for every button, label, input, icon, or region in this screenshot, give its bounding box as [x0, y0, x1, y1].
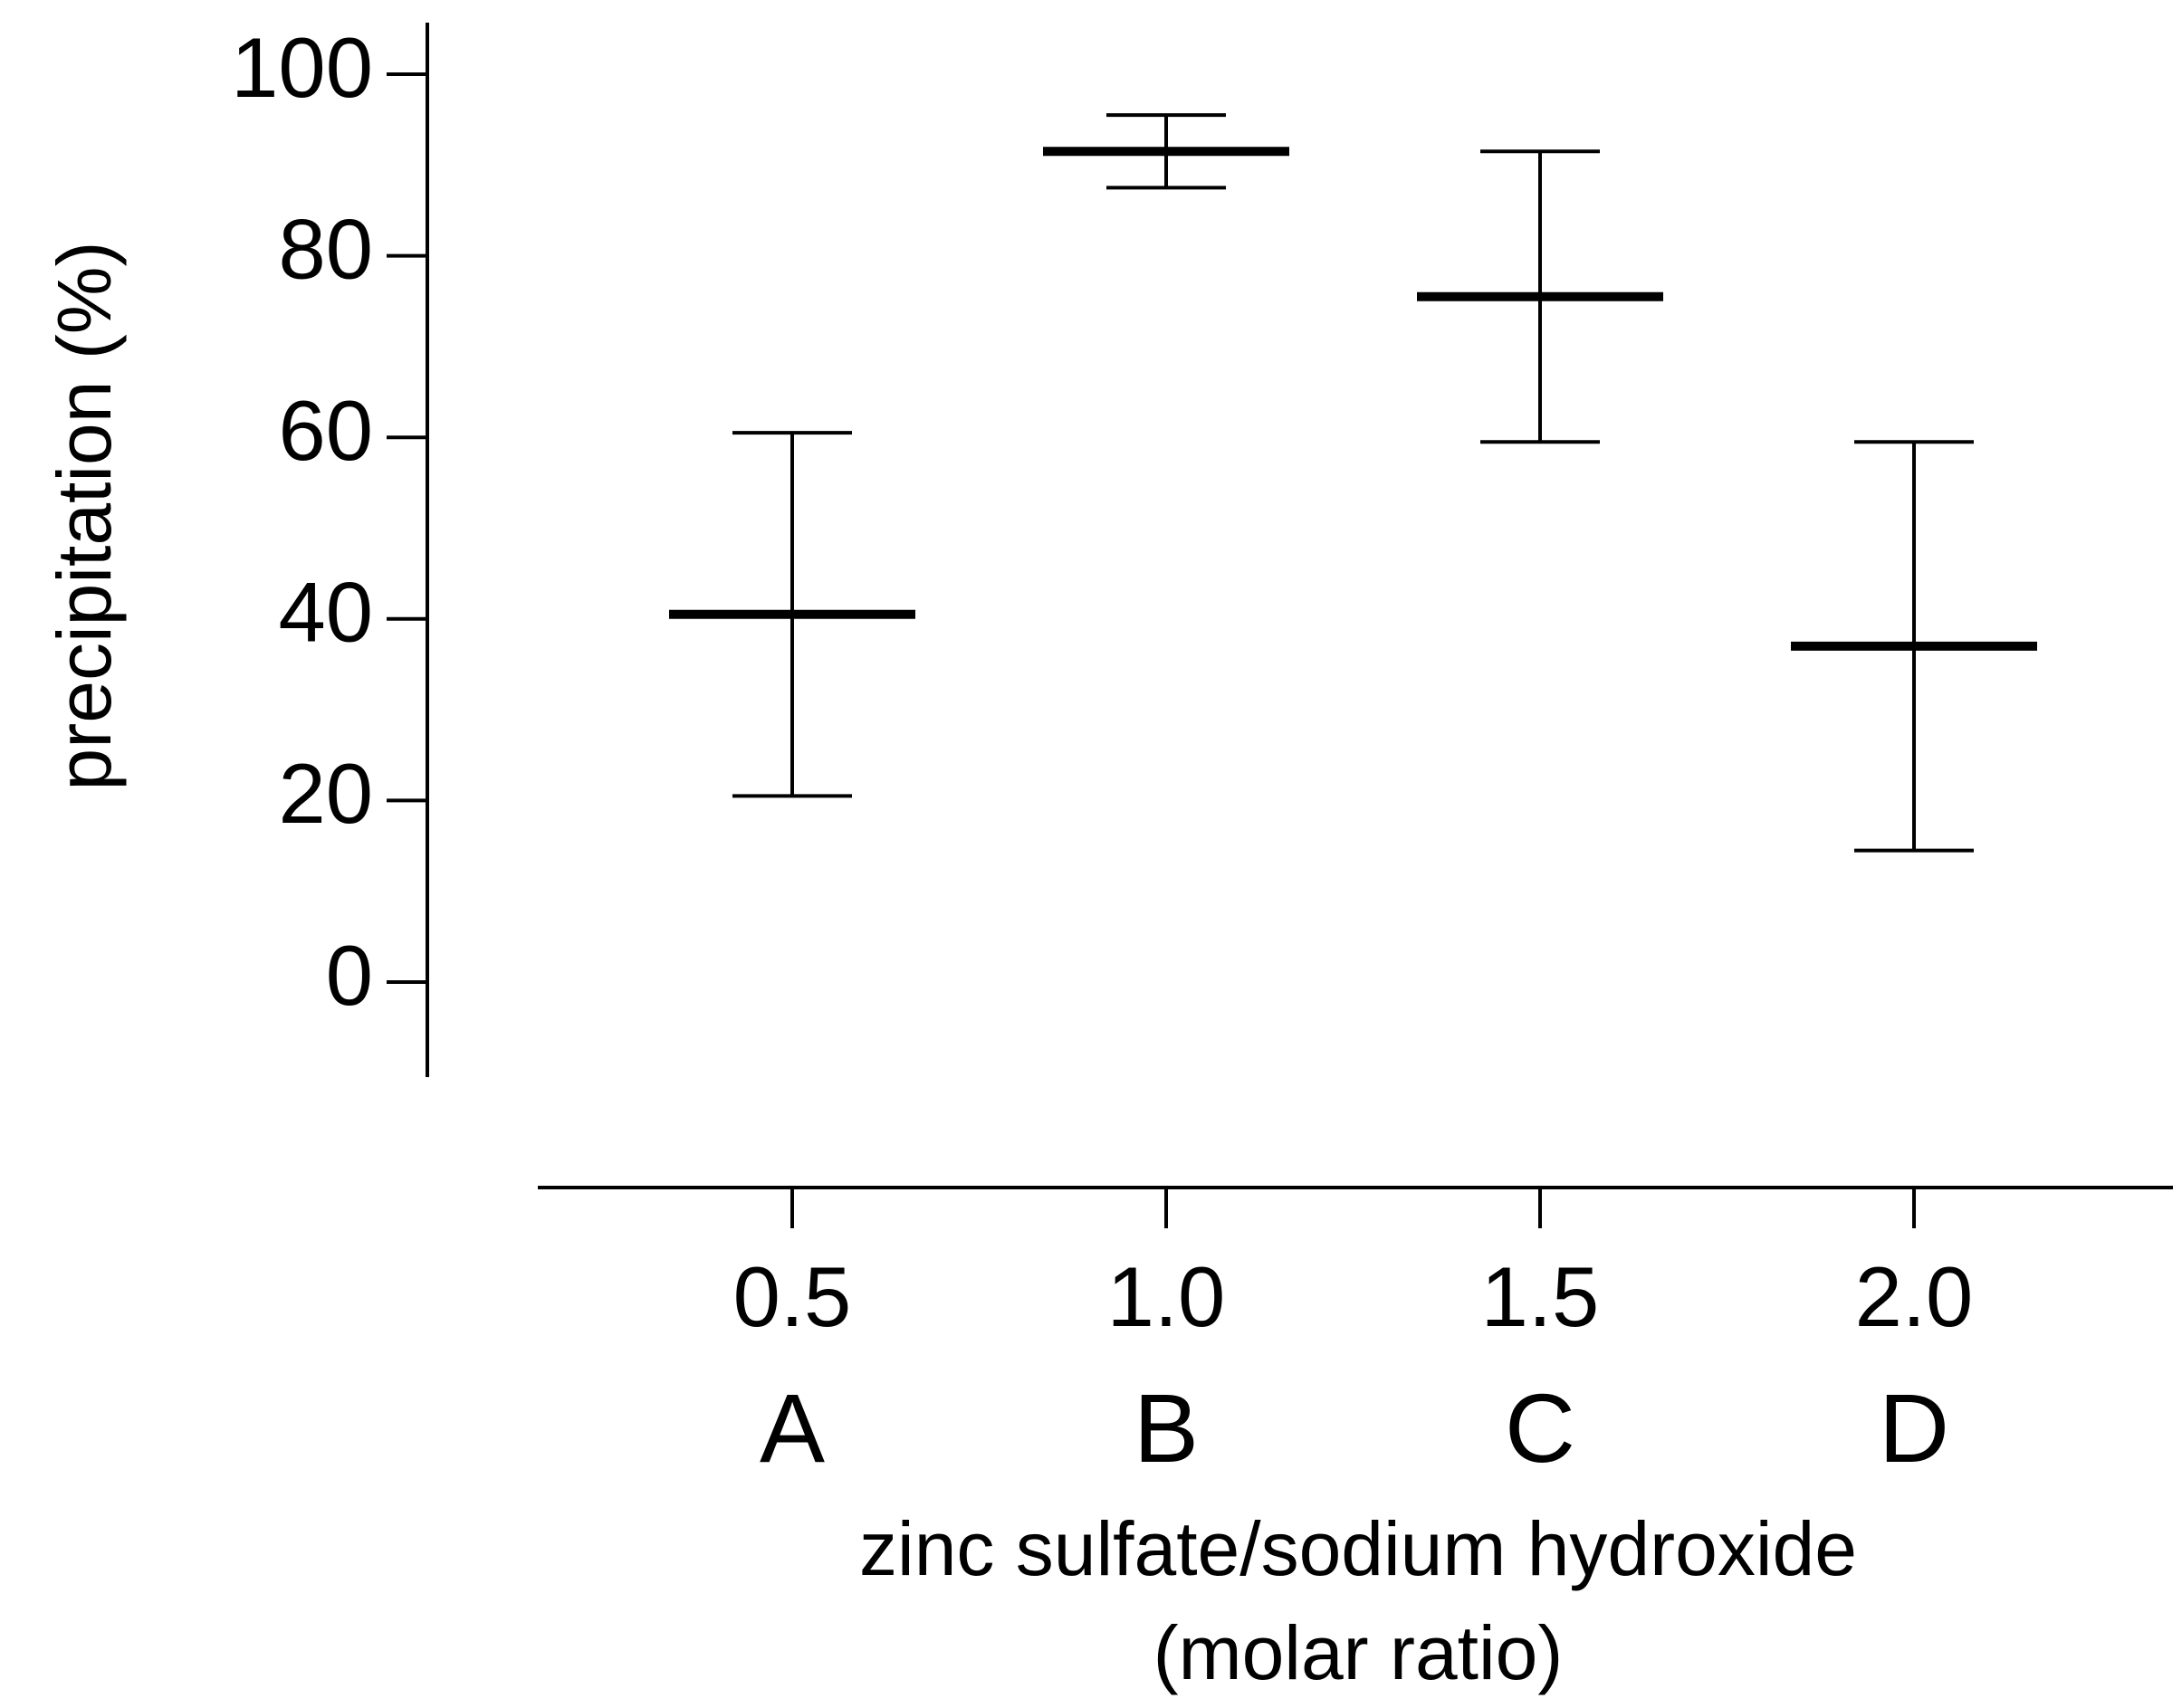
y-tick-label: 20 — [278, 746, 373, 841]
y-tick-label: 100 — [231, 20, 373, 115]
category-labels: A B C D — [760, 1373, 1949, 1483]
x-tick-label: 0.5 — [733, 1249, 852, 1344]
x-axis-title-line-2: (molar ratio) — [1153, 1610, 1564, 1695]
x-tick-label: 1.5 — [1481, 1249, 1600, 1344]
error-bar-marks — [669, 113, 2037, 853]
group-letter-label: D — [1879, 1373, 1949, 1483]
x-axis-title-line-1: zinc sulfate/sodium hydroxide — [859, 1506, 1857, 1591]
y-axis: 0 20 40 60 80 100 — [231, 20, 429, 1077]
group-letter-label: C — [1505, 1373, 1575, 1483]
group-letter-label: A — [760, 1373, 825, 1483]
x-tick-label: 2.0 — [1855, 1249, 1974, 1344]
x-tick-label: 1.0 — [1107, 1249, 1226, 1344]
x-axis: 0.5 1.0 1.5 2.0 — [538, 1186, 2173, 1344]
y-axis-title: precipitation (%) — [42, 242, 127, 791]
y-tick-label: 40 — [278, 565, 373, 660]
group-letter-label: B — [1134, 1373, 1199, 1483]
y-tick-label: 80 — [278, 201, 373, 296]
y-tick-label: 60 — [278, 383, 373, 478]
y-tick-label: 0 — [326, 928, 373, 1023]
